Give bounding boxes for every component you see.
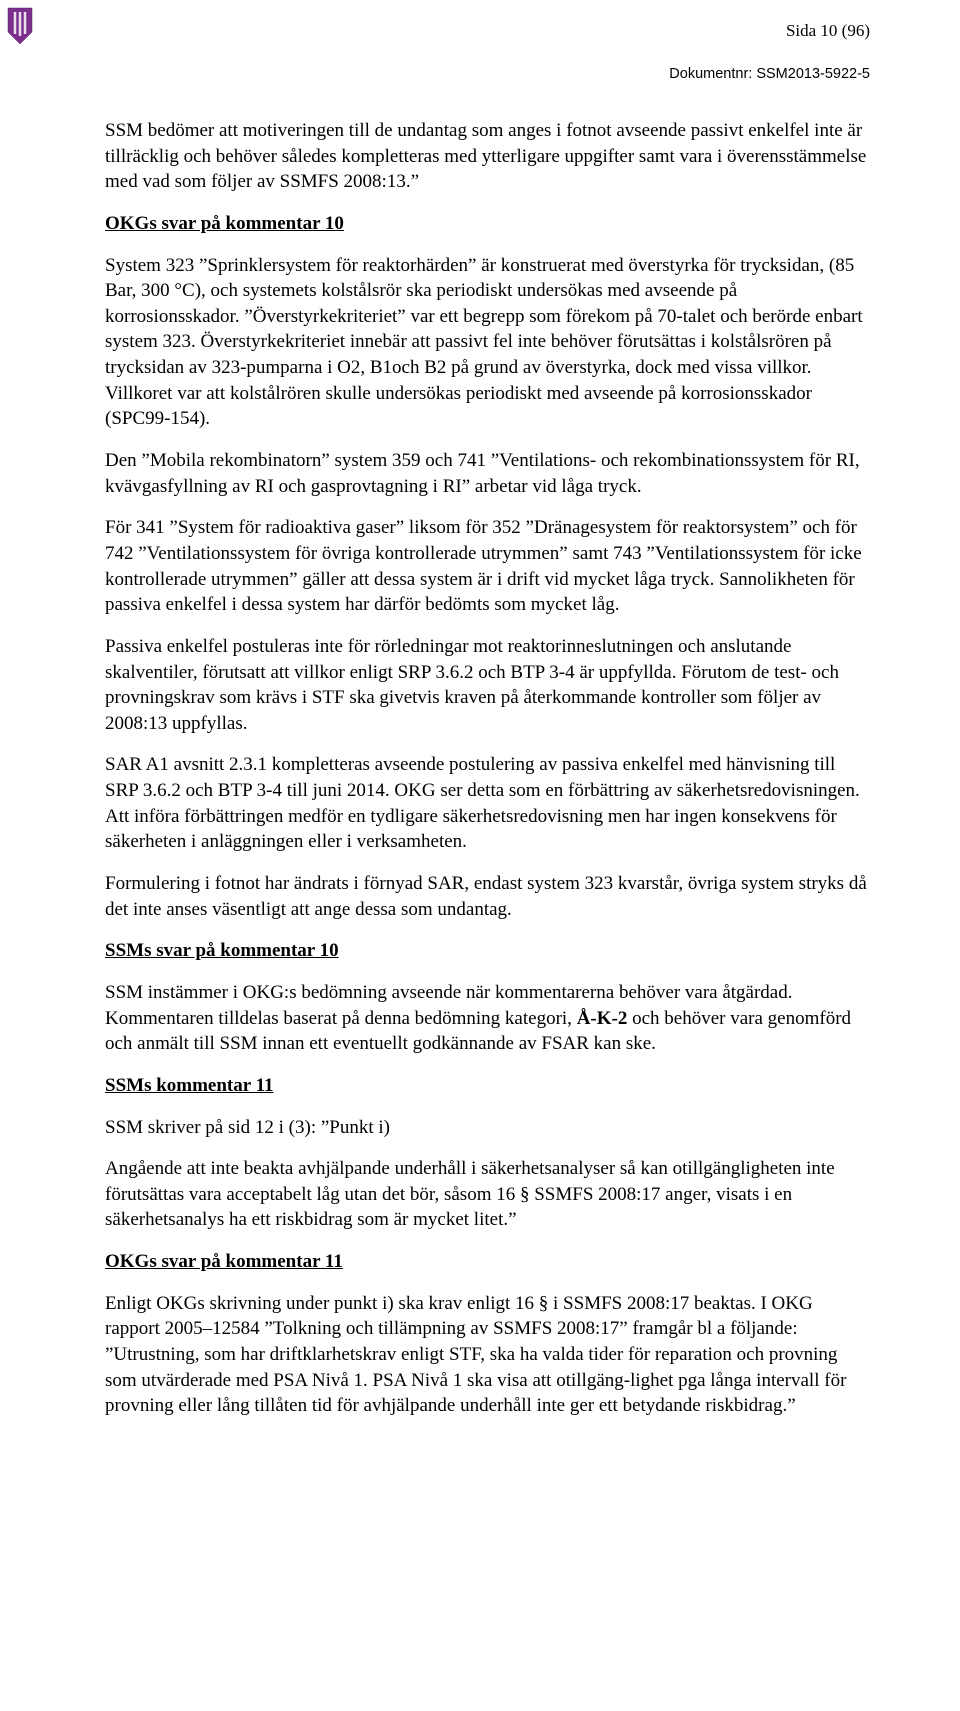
body-paragraph: SSM bedömer att motiveringen till de und…: [105, 118, 870, 195]
section-heading: OKGs svar på kommentar 11: [105, 1249, 870, 1275]
org-logo-icon: [6, 6, 34, 54]
section-heading: SSMs kommentar 11: [105, 1073, 870, 1099]
body-paragraph: Angående att inte beakta avhjälpande und…: [105, 1156, 870, 1233]
body-paragraph: SSM instämmer i OKG:s bedömning avseende…: [105, 980, 870, 1057]
section-heading: SSMs svar på kommentar 10: [105, 938, 870, 964]
body-paragraph: Formulering i fotnot har ändrats i förny…: [105, 871, 870, 922]
body-paragraph: SSM skriver på sid 12 i (3): ”Punkt i): [105, 1115, 870, 1141]
body-paragraph: För 341 ”System för radioaktiva gaser” l…: [105, 515, 870, 618]
section-heading: OKGs svar på kommentar 10: [105, 211, 870, 237]
page: Sida 10 (96) Dokumentnr: SSM2013-5922-5 …: [0, 0, 960, 1711]
body-paragraph: Passiva enkelfel postuleras inte för rör…: [105, 634, 870, 737]
page-indicator: Sida 10 (96): [669, 20, 870, 43]
body-paragraph: Enligt OKGs skrivning under punkt i) ska…: [105, 1291, 870, 1419]
body-paragraph: SAR A1 avsnitt 2.3.1 kompletteras avseen…: [105, 752, 870, 855]
document-number: Dokumentnr: SSM2013-5922-5: [669, 65, 870, 85]
body-paragraph: Den ”Mobila rekombinatorn” system 359 oc…: [105, 448, 870, 499]
document-body: SSM bedömer att motiveringen till de und…: [105, 118, 870, 1419]
bold-span: Å-K-2: [572, 1008, 632, 1029]
body-paragraph: System 323 ”Sprinklersystem för reaktorh…: [105, 253, 870, 432]
page-header: Sida 10 (96) Dokumentnr: SSM2013-5922-5: [669, 20, 870, 85]
